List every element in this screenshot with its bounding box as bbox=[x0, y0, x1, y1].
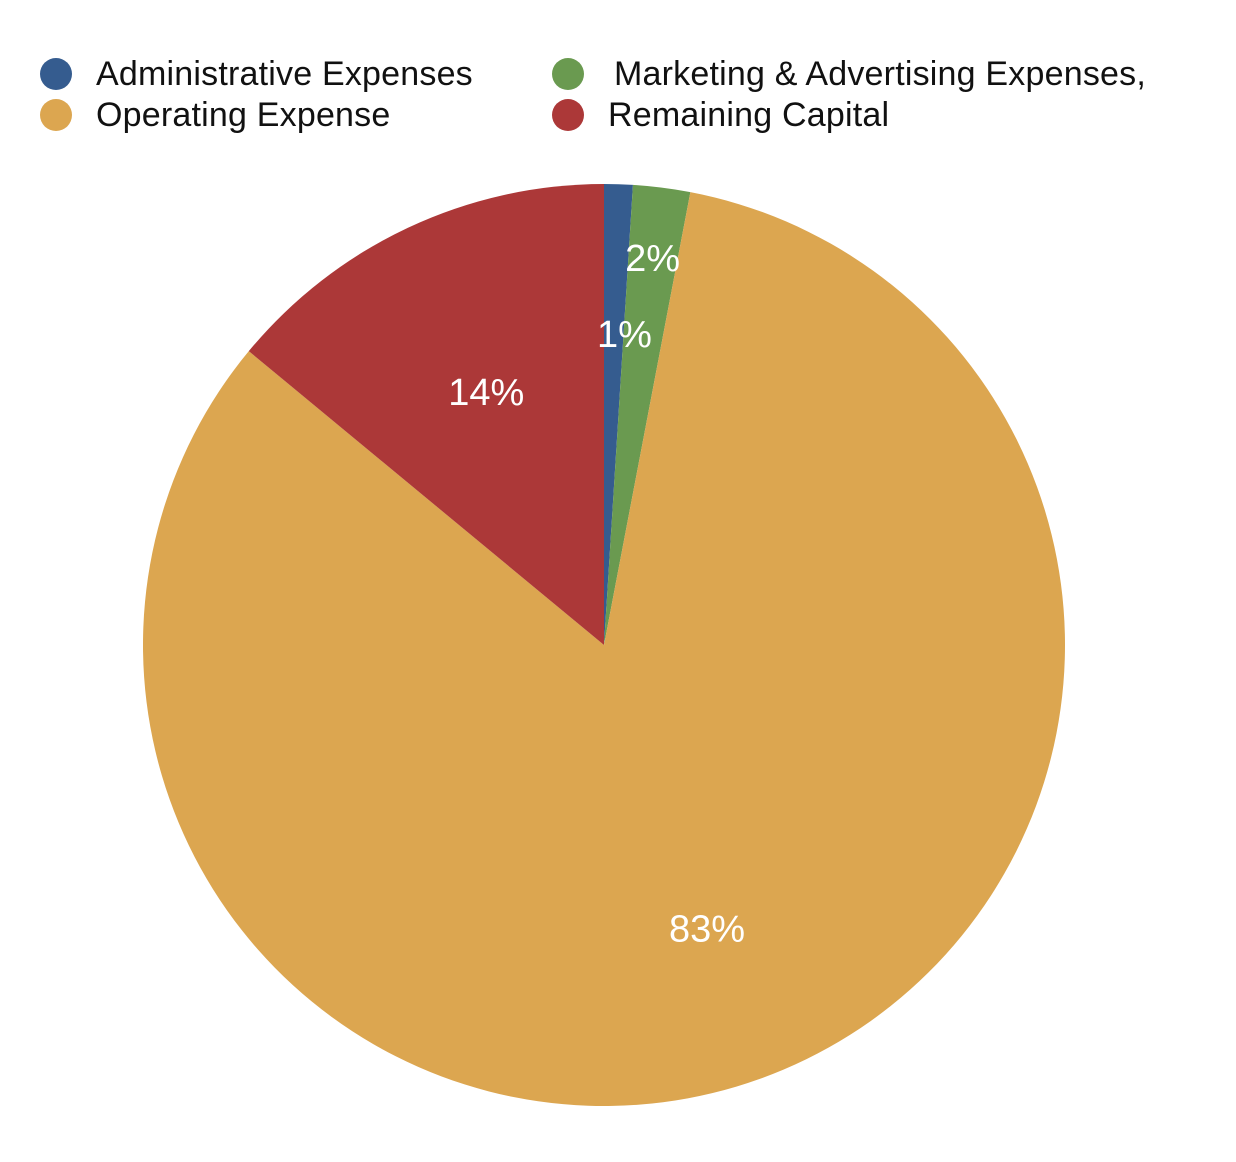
pie-slice-label-operating-expense: 83% bbox=[669, 908, 745, 950]
pie-slice-remaining-capital bbox=[248, 184, 604, 645]
legend-swatch-administrative-expenses bbox=[40, 58, 72, 90]
legend-item-administrative-expenses: Administrative Expenses bbox=[40, 54, 473, 94]
pie-slice-label-administrative-expenses: 1% bbox=[597, 314, 652, 356]
legend-label-operating-expense: Operating Expense bbox=[96, 95, 391, 134]
legend-item-marketing-advertising-expenses: Marketing & Advertising Expenses, bbox=[552, 54, 1146, 94]
legend-swatch-remaining-capital bbox=[552, 99, 584, 131]
pie-slice-label-marketing-advertising-expenses: 2% bbox=[625, 238, 680, 280]
pie-slice-administrative-expenses bbox=[604, 184, 633, 645]
legend-swatch-operating-expense bbox=[40, 99, 72, 131]
legend-item-remaining-capital: Remaining Capital bbox=[552, 95, 889, 135]
pie-slice-label-remaining-capital: 14% bbox=[448, 372, 524, 414]
legend-item-operating-expense: Operating Expense bbox=[40, 95, 390, 135]
legend-label-marketing-advertising-expenses: Marketing & Advertising Expenses, bbox=[614, 54, 1146, 93]
pie-slice-labels: 1% 2% 83% 14% bbox=[448, 238, 745, 950]
legend-label-remaining-capital: Remaining Capital bbox=[608, 95, 890, 134]
pie-slice-marketing-advertising-expenses bbox=[604, 184, 691, 646]
legend-swatch-marketing-advertising-expenses bbox=[552, 58, 584, 90]
legend-label-administrative-expenses: Administrative Expenses bbox=[96, 54, 473, 93]
pie-slice-operating-expense bbox=[143, 192, 1065, 1106]
pie-slices bbox=[143, 184, 1065, 1106]
